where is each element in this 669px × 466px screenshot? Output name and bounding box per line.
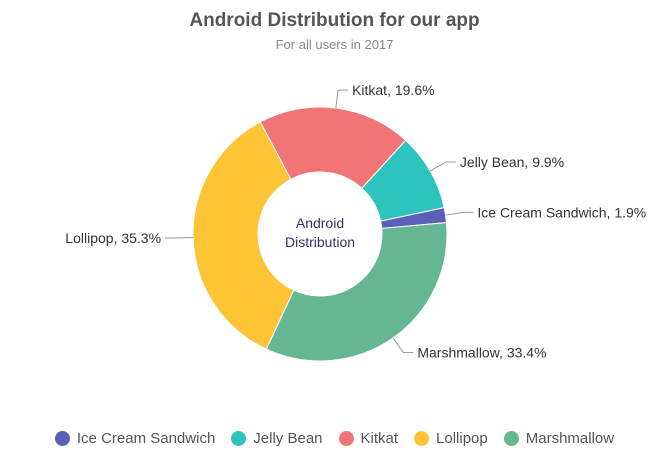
leader-kitkat: [335, 89, 349, 109]
legend-item-marshmallow[interactable]: Marshmallow: [503, 430, 615, 447]
legend-marker: [231, 431, 247, 446]
data-label-jelly-bean: Jelly Bean, 9.9%: [460, 154, 564, 170]
leader-jelly-bean: [429, 161, 456, 172]
legend-marker: [503, 431, 519, 446]
legend-marker: [54, 431, 70, 446]
legend-label: Kitkat: [360, 430, 399, 447]
legend-marker: [414, 431, 430, 446]
legend-label: Jelly Bean: [253, 430, 323, 447]
data-label-marshmallow: Marshmallow, 33.4%: [417, 345, 546, 361]
legend-item-ice-cream-sandwich[interactable]: Ice Cream Sandwich: [54, 430, 216, 447]
legend-label: Marshmallow: [525, 430, 615, 447]
leader-marshmallow: [392, 337, 414, 354]
center-label-line2: Distribution: [285, 234, 355, 250]
donut-chart: Ice Cream Sandwich, 1.9% Jelly Bean, 9.9%…: [65, 82, 646, 362]
data-label-ice-cream-sandwich: Ice Cream Sandwich, 1.9%: [477, 204, 646, 220]
data-label-kitkat: Kitkat, 19.6%: [352, 82, 435, 98]
chart-title: Android Distribution for our app: [189, 10, 480, 31]
legend-item-lollipop[interactable]: Lollipop: [414, 430, 488, 447]
legend-item-jelly-bean[interactable]: Jelly Bean: [231, 430, 323, 447]
chart-subtitle: For all users in 2017: [275, 37, 394, 52]
slice-marshmallow[interactable]: [265, 222, 448, 362]
legend-label: Ice Cream Sandwich: [76, 430, 216, 447]
legend: Ice Cream Sandwich Jelly Bean Kitkat Lollip…: [0, 430, 669, 447]
center-label-line1: Android: [296, 215, 344, 231]
data-label-lollipop: Lollipop, 35.3%: [65, 230, 161, 246]
legend-marker: [338, 431, 354, 446]
leader-ice-cream-sandwich: [445, 211, 474, 216]
legend-item-kitkat[interactable]: Kitkat: [338, 430, 399, 447]
slice-lollipop[interactable]: [192, 121, 295, 350]
legend-label: Lollipop: [436, 430, 488, 447]
slice-kitkat[interactable]: [259, 106, 407, 189]
